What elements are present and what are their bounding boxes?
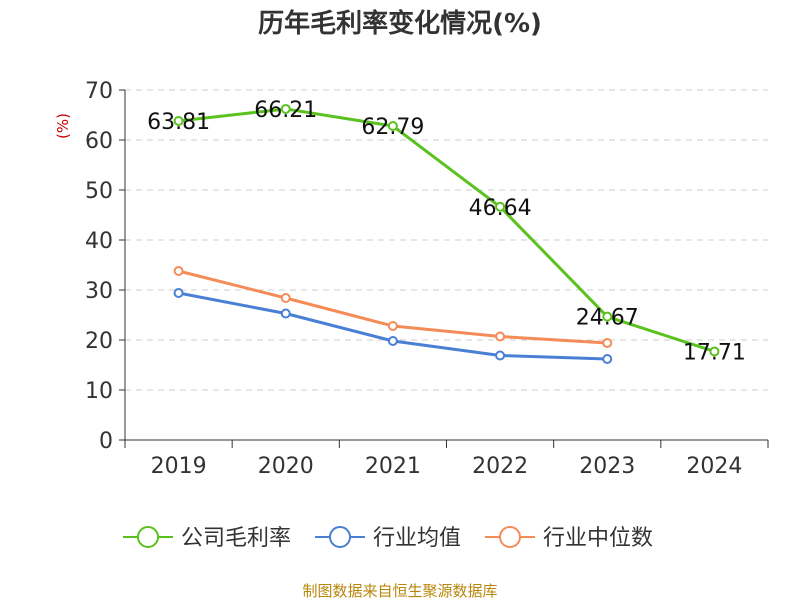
data-label: 66.21 <box>254 98 317 123</box>
x-tick-label: 2022 <box>472 454 528 479</box>
data-label: 17.71 <box>683 340 746 365</box>
y-tick-label: 40 <box>85 229 113 254</box>
y-tick-label: 60 <box>85 129 113 154</box>
data-point <box>495 331 506 342</box>
data-label: 46.64 <box>469 196 532 221</box>
series-layer: 63.81 66.21 62.79 46.64 24.67 17.71 <box>147 98 746 366</box>
data-point <box>387 336 398 346</box>
y-tick-label: 10 <box>85 379 113 404</box>
legend-label: 公司毛利率 <box>181 526 291 551</box>
x-tick-label: 2023 <box>579 454 635 479</box>
data-point <box>709 346 720 357</box>
legend-marker <box>499 526 521 548</box>
legend-marker <box>329 526 351 548</box>
data-point <box>280 293 291 303</box>
y-tick-label: 50 <box>85 179 113 204</box>
legend-label: 行业中位数 <box>543 526 653 551</box>
data-point <box>602 338 613 348</box>
data-point <box>173 266 184 276</box>
series-line <box>178 269 608 345</box>
y-tick-label: 30 <box>85 279 113 304</box>
x-tick-label: 2024 <box>686 454 742 479</box>
source-note: 制图数据来自恒生聚源数据库 <box>302 582 497 600</box>
legend: 公司毛利率 行业均值 行业中位数 <box>123 526 653 551</box>
y-tick-label: 0 <box>99 429 113 454</box>
y-tick-label: 70 <box>85 79 113 104</box>
data-point <box>602 311 613 322</box>
data-point <box>280 308 291 319</box>
data-point <box>387 321 398 331</box>
data-label: 63.81 <box>147 110 210 135</box>
x-tick-label: 2020 <box>258 454 314 479</box>
axes: 0 10 20 30 40 50 60 70 2019 2020 2021 2022 2023 2024 <box>85 79 769 479</box>
data-point <box>173 288 184 298</box>
data-point <box>387 121 398 132</box>
chart-title: 历年毛利率变化情况(%) <box>258 8 542 39</box>
legend-marker <box>137 526 159 548</box>
grid <box>125 89 768 391</box>
data-point <box>602 354 613 364</box>
data-point <box>495 350 506 361</box>
y-tick-label: 20 <box>85 329 113 354</box>
x-tick-label: 2021 <box>365 454 421 479</box>
legend-label: 行业均值 <box>373 526 461 551</box>
data-label: 24.67 <box>576 306 639 331</box>
data-label: 62.79 <box>361 115 424 140</box>
y-axis-label: (%) <box>54 113 72 139</box>
data-point <box>495 201 506 212</box>
data-point <box>280 103 291 114</box>
x-tick-label: 2019 <box>151 454 207 479</box>
series-line <box>178 107 715 353</box>
data-point <box>173 115 184 126</box>
